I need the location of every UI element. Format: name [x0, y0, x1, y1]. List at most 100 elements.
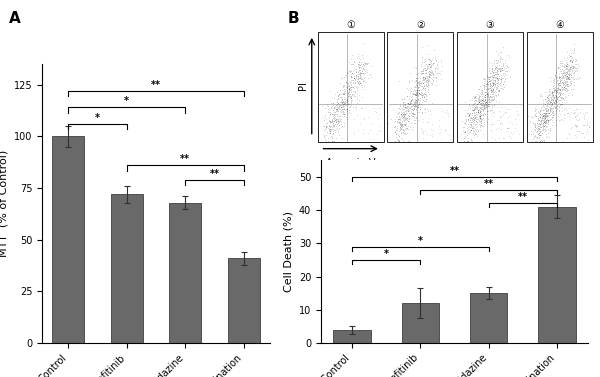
- Point: [541, 123, 551, 129]
- Point: [417, 110, 427, 116]
- Point: [414, 101, 424, 107]
- Point: [390, 129, 400, 135]
- Point: [344, 78, 353, 84]
- Point: [565, 67, 574, 73]
- Point: [541, 98, 551, 104]
- Point: [557, 60, 566, 66]
- Point: [423, 41, 433, 48]
- Point: [496, 80, 505, 86]
- Point: [401, 111, 410, 117]
- Point: [470, 112, 480, 118]
- Point: [328, 138, 337, 144]
- Point: [534, 130, 544, 136]
- Point: [334, 123, 344, 129]
- Point: [543, 118, 553, 124]
- Point: [402, 107, 412, 113]
- Point: [541, 107, 550, 113]
- Point: [557, 79, 566, 85]
- Point: [550, 86, 560, 92]
- Point: [482, 104, 491, 110]
- Point: [544, 112, 553, 118]
- Point: [340, 83, 349, 89]
- Point: [545, 98, 554, 104]
- Point: [436, 69, 446, 75]
- Point: [409, 84, 419, 90]
- Point: [334, 113, 344, 119]
- Point: [353, 80, 363, 86]
- Point: [425, 74, 434, 80]
- Point: [338, 84, 348, 90]
- Point: [545, 110, 554, 116]
- Point: [413, 85, 423, 91]
- Point: [335, 132, 344, 138]
- Point: [541, 110, 551, 116]
- Point: [339, 74, 349, 80]
- Point: [330, 113, 340, 119]
- Point: [342, 98, 352, 104]
- Point: [469, 107, 478, 113]
- Point: [419, 82, 429, 88]
- Point: [475, 117, 484, 123]
- Point: [486, 121, 496, 127]
- Point: [398, 138, 407, 144]
- Point: [469, 107, 478, 113]
- Point: [395, 126, 404, 132]
- Point: [394, 120, 403, 126]
- Point: [537, 93, 547, 99]
- Point: [504, 133, 514, 139]
- Point: [489, 67, 499, 73]
- Point: [554, 86, 564, 92]
- Point: [582, 109, 592, 115]
- Point: [336, 75, 346, 81]
- Point: [328, 111, 338, 117]
- Point: [333, 112, 343, 118]
- Point: [410, 92, 420, 98]
- Point: [552, 77, 562, 83]
- Point: [483, 81, 493, 87]
- Point: [563, 76, 573, 82]
- Point: [477, 89, 487, 95]
- Point: [482, 103, 491, 109]
- Point: [416, 80, 425, 86]
- Point: [411, 106, 421, 112]
- Point: [475, 100, 485, 106]
- Point: [396, 120, 406, 126]
- Point: [425, 56, 434, 62]
- Point: [475, 118, 484, 124]
- Point: [324, 128, 334, 134]
- Point: [349, 58, 359, 64]
- Point: [324, 122, 334, 128]
- Point: [535, 114, 545, 120]
- Point: [533, 125, 543, 131]
- Point: [566, 64, 575, 70]
- Point: [413, 79, 423, 85]
- Point: [541, 112, 550, 118]
- Point: [338, 123, 347, 129]
- Point: [419, 106, 428, 112]
- Point: [536, 121, 545, 127]
- Point: [487, 68, 497, 74]
- Point: [328, 118, 337, 124]
- Point: [404, 78, 414, 84]
- Point: [484, 97, 493, 103]
- Point: [487, 91, 497, 97]
- Point: [529, 135, 539, 141]
- Point: [457, 131, 466, 137]
- Point: [401, 123, 410, 129]
- Point: [398, 112, 408, 118]
- Point: [575, 109, 585, 115]
- Point: [425, 115, 434, 121]
- Point: [489, 67, 499, 74]
- Point: [470, 115, 480, 121]
- Point: [559, 63, 568, 69]
- Point: [405, 100, 415, 106]
- Point: [552, 74, 562, 80]
- Point: [359, 67, 369, 73]
- Point: [505, 74, 515, 80]
- Point: [344, 86, 353, 92]
- Point: [544, 96, 554, 102]
- Point: [491, 75, 500, 81]
- Point: [539, 118, 548, 124]
- Text: **: **: [484, 179, 494, 189]
- Point: [412, 79, 422, 85]
